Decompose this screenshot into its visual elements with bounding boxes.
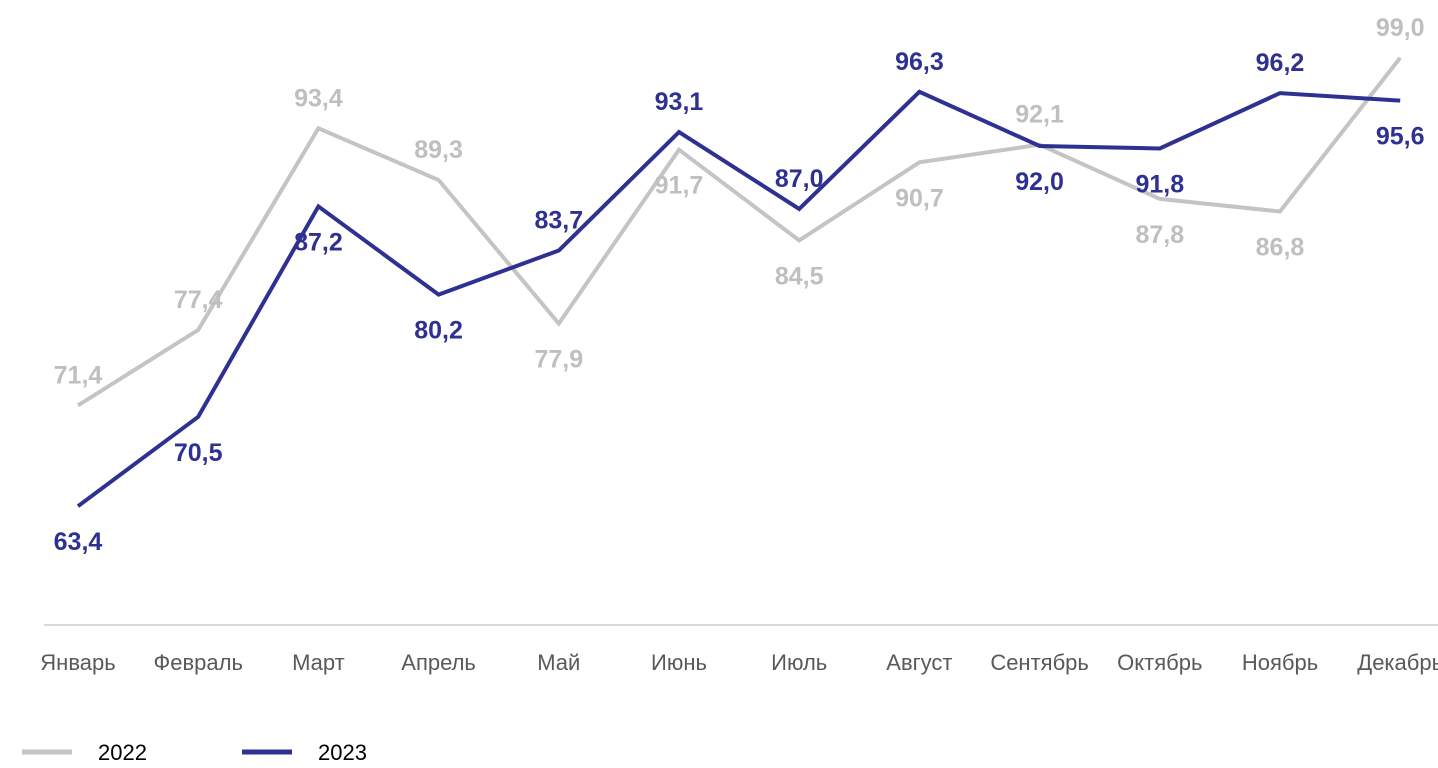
data-label-2023-10: 91,8 xyxy=(1135,171,1184,199)
data-label-2023-9: 92,0 xyxy=(1015,168,1064,196)
data-label-2023-1: 63,4 xyxy=(54,528,103,556)
data-label-2022-1: 71,4 xyxy=(54,361,103,389)
data-label-2022-7: 84,5 xyxy=(775,262,824,290)
data-label-2022-4: 89,3 xyxy=(414,136,463,164)
x-tick-labels: Январь Февраль Март Апрель Май Июнь Июль Август… xyxy=(40,650,1438,675)
x-tick-label: Август xyxy=(886,650,952,675)
series-line-2022 xyxy=(76,56,1402,408)
data-label-2023-8: 96,3 xyxy=(895,48,944,76)
x-tick-label: Ноябрь xyxy=(1242,650,1318,675)
data-label-2023-3: 87,2 xyxy=(294,228,343,256)
data-label-2023-5: 83,7 xyxy=(534,207,583,235)
data-label-2023-2: 70,5 xyxy=(174,439,223,467)
x-tick-label: Февраль xyxy=(153,650,242,675)
data-label-2023-12: 95,6 xyxy=(1376,123,1425,151)
x-tick-label: Октябрь xyxy=(1117,650,1202,675)
data-label-2022-10: 87,8 xyxy=(1135,221,1184,249)
data-label-2023-7: 87,0 xyxy=(775,165,824,193)
data-label-2022-5: 77,9 xyxy=(534,346,583,374)
data-label-2022-6: 91,7 xyxy=(655,172,704,200)
x-tick-label: Декабрь xyxy=(1357,650,1438,675)
legend-label-2023: 2023 xyxy=(318,740,367,765)
x-tick-label: Июль xyxy=(771,650,827,675)
legend-label-2022: 2022 xyxy=(98,740,147,765)
data-label-2023-4: 80,2 xyxy=(414,317,463,345)
x-tick-label: Май xyxy=(537,650,580,675)
data-label-2022-11: 86,8 xyxy=(1256,234,1305,262)
x-tick-label: Июнь xyxy=(651,650,707,675)
x-tick-label: Апрель xyxy=(401,650,476,675)
data-label-2022-12: 99,0 xyxy=(1376,14,1425,42)
legend: 2022 2023 xyxy=(22,740,367,765)
data-label-2022-3: 93,4 xyxy=(294,84,343,112)
data-label-layer: 71,4 77,4 93,4 89,3 77,9 91,7 84,5 90,7 92,1 87,8… xyxy=(54,14,1425,556)
series-line-2023 xyxy=(76,89,1401,508)
data-label-2023-11: 96,2 xyxy=(1256,49,1305,77)
data-label-2022-8: 90,7 xyxy=(895,184,944,212)
x-tick-label: Январь xyxy=(40,650,115,675)
series-layer xyxy=(76,56,1402,508)
data-label-2023-6: 93,1 xyxy=(655,88,704,116)
x-tick-label: Сентябрь xyxy=(990,650,1089,675)
data-label-2022-9: 92,1 xyxy=(1015,101,1064,129)
x-tick-label: Март xyxy=(292,650,345,675)
data-label-2022-2: 77,4 xyxy=(174,286,223,314)
